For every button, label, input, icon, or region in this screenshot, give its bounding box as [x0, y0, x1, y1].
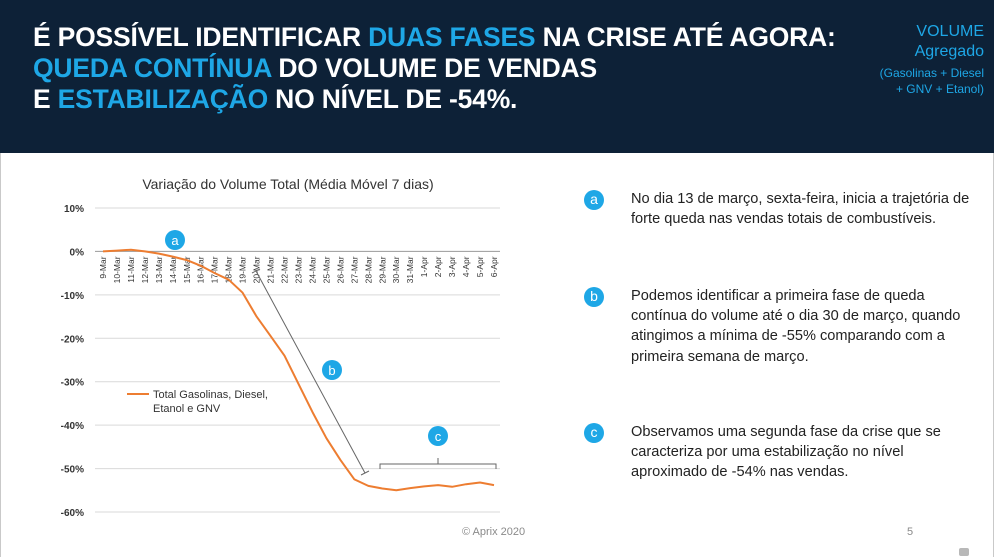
y-tick-label: -50%	[61, 465, 84, 476]
x-tick-label: 29-Mar	[377, 256, 387, 283]
title-text: DO VOLUME DE VENDAS	[271, 53, 597, 83]
content-panel	[0, 153, 994, 557]
annotation-c-label: c	[435, 429, 442, 444]
tag-detail-2: + GNV + Etanol)	[895, 82, 984, 96]
x-tick-label: 20-Mar	[252, 256, 262, 283]
x-tick-label: 24-Mar	[307, 256, 317, 283]
annotation-c-marker	[428, 426, 448, 446]
chart-title: Variação do Volume Total (Média Móvel 7 …	[142, 176, 433, 192]
speaker-icon	[959, 548, 969, 556]
y-tick-label: -60%	[61, 508, 84, 519]
x-tick-label: 26-Mar	[335, 256, 345, 283]
item-text-b: Podemos identificar a primeira fase de q…	[631, 288, 961, 365]
badge-b: b	[584, 287, 604, 307]
title-line-2: QUEDA CONTÍNUA DO VOLUME DE VENDAS	[33, 53, 873, 84]
x-tick-label: 16-Mar	[196, 256, 206, 283]
x-tick-label: 22-Mar	[280, 256, 290, 283]
y-tick-label: -40%	[61, 421, 84, 432]
y-tick-label: -30%	[61, 378, 84, 389]
page-title: É POSSÍVEL IDENTIFICAR DUAS FASES NA CRI…	[33, 22, 873, 115]
x-tick-label: 28-Mar	[363, 256, 373, 283]
tag-subtitle: Agregado	[914, 43, 984, 60]
x-tick-label: 10-Mar	[112, 256, 122, 283]
x-tick-label: 4-Apr	[461, 256, 471, 277]
title-line-3: E ESTABILIZAÇÃO NO NÍVEL DE -54%.	[33, 84, 873, 115]
annotation-a-label: a	[171, 233, 179, 248]
x-tick-label: 25-Mar	[321, 256, 331, 283]
x-tick-label: 11-Mar	[126, 256, 136, 282]
x-tick-label: 13-Mar	[154, 256, 164, 283]
title-highlight: QUEDA CONTÍNUA	[33, 53, 272, 83]
badge-c: c	[584, 423, 604, 443]
phase-b-bracket-cap	[360, 470, 370, 476]
x-tick-label: 9-Mar	[98, 256, 108, 278]
tag-detail-1: (Gasolinas + Diesel	[879, 66, 984, 80]
x-tick-label: 27-Mar	[349, 256, 359, 283]
x-tick-label: 6-Apr	[489, 256, 499, 277]
x-tick-label: 14-Mar	[168, 256, 178, 283]
x-tick-label: 18-Mar	[224, 256, 234, 283]
title-text: É POSSÍVEL IDENTIFICAR	[33, 22, 369, 52]
x-tick-label: 15-Mar	[182, 256, 192, 283]
item-text-a: No dia 13 de março, sexta-feira, inicia …	[631, 191, 970, 228]
page-number: 5	[907, 526, 914, 538]
item-text-c: Observamos uma segunda fase da crise que…	[631, 424, 941, 481]
x-tick-label: 30-Mar	[391, 256, 401, 283]
x-tick-label: 19-Mar	[238, 256, 248, 283]
header-banner: É POSSÍVEL IDENTIFICAR DUAS FASES NA CRI…	[0, 0, 994, 153]
volume-line-chart: Variação do Volume Total (Média Móvel 7 …	[61, 176, 500, 519]
y-tick-label: 0%	[70, 247, 85, 258]
y-tick-label: -20%	[61, 334, 84, 345]
x-tick-label: 2-Apr	[433, 256, 443, 277]
volume-tag: VOLUME Agregado (Gasolinas + Diesel + GN…	[824, 22, 984, 97]
badge-a: a	[584, 190, 604, 210]
x-tick-label: 5-Apr	[475, 256, 485, 277]
x-tick-label: 17-Mar	[210, 256, 220, 283]
tag-title: VOLUME	[916, 23, 984, 40]
y-tick-label: 10%	[64, 204, 84, 215]
x-tick-label: 21-Mar	[266, 256, 276, 283]
title-text: E	[33, 84, 58, 114]
title-text: NA CRISE ATÉ AGORA:	[535, 22, 836, 52]
series-line	[102, 248, 495, 492]
x-tick-label: 1-Apr	[419, 256, 429, 277]
copyright: © Aprix 2020	[462, 526, 526, 538]
legend-label: Total Gasolinas, Diesel, Etanol e GNV	[153, 389, 271, 415]
annotation-a-marker	[165, 230, 185, 250]
x-tick-label: 3-Apr	[447, 256, 457, 277]
phase-b-bracket	[255, 270, 366, 474]
phase-c-bracket	[379, 458, 497, 469]
title-highlight: ESTABILIZAÇÃO	[57, 84, 269, 114]
x-tick-label: 12-Mar	[140, 256, 150, 283]
title-highlight: DUAS FASES	[368, 22, 536, 52]
phase-b-bracket-cap	[251, 268, 261, 274]
y-tick-label: -10%	[61, 291, 84, 302]
title-text: NO NÍVEL DE -54%.	[268, 84, 518, 114]
annotation-b-label: b	[328, 363, 335, 378]
title-line-1: É POSSÍVEL IDENTIFICAR DUAS FASES NA CRI…	[33, 22, 873, 53]
x-tick-label: 23-Mar	[294, 256, 304, 283]
x-tick-label: 31-Mar	[405, 256, 415, 283]
annotation-b-marker	[322, 360, 342, 380]
